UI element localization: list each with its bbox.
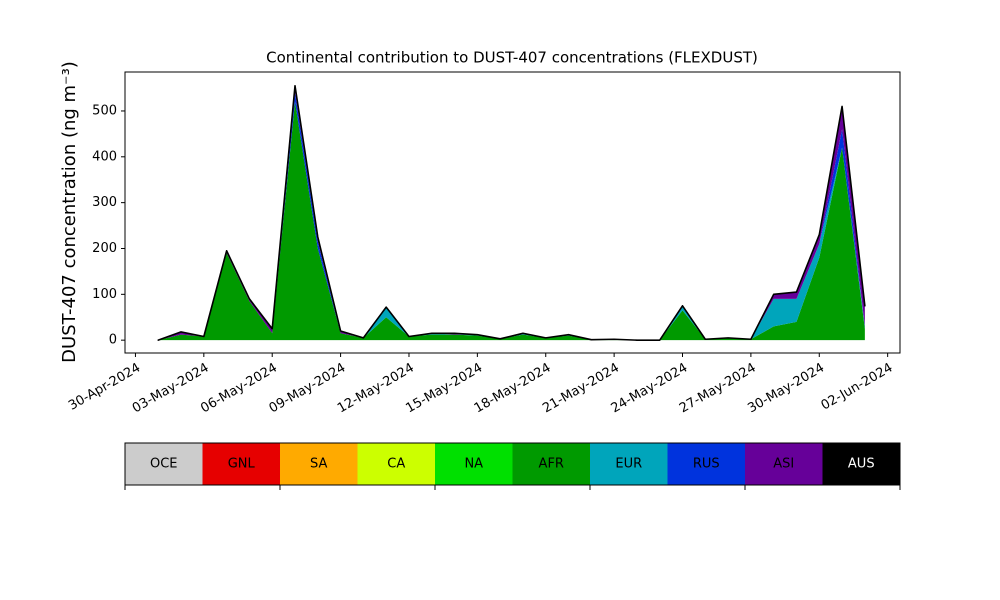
- legend-swatch: [202, 443, 280, 485]
- y-tick-label: 0: [109, 333, 117, 348]
- x-tick-label: 21-May-2024: [540, 361, 622, 417]
- legend-swatch: [512, 443, 590, 485]
- area: [158, 101, 865, 341]
- x-tick-label: 02-Jun-2024: [819, 361, 896, 414]
- legend-swatch: [435, 443, 513, 485]
- legend-label: ASI: [773, 457, 794, 472]
- area: [158, 101, 865, 341]
- y-tick-label: 500: [92, 103, 117, 118]
- legend-label: CA: [387, 457, 405, 472]
- area: [158, 85, 865, 341]
- legend-label: AFR: [539, 457, 564, 472]
- legend-swatch: [822, 443, 900, 485]
- x-tick-label: 09-May-2024: [267, 361, 349, 417]
- x-tick-label: 03-May-2024: [130, 361, 212, 417]
- x-tick-label: 18-May-2024: [472, 361, 554, 417]
- x-tick-label: 12-May-2024: [335, 361, 417, 417]
- legend-label: GNL: [228, 457, 256, 472]
- legend-swatch: [280, 443, 358, 485]
- legend-label: NA: [464, 457, 483, 472]
- legend-swatch: [357, 443, 435, 485]
- legend-label: OCE: [150, 457, 178, 472]
- y-axis-label: DUST-407 concentration (ng m⁻³): [59, 61, 80, 363]
- plot-frame: [124, 71, 901, 354]
- legend-swatch: [125, 443, 203, 485]
- chart-title: Continental contribution to DUST-407 con…: [266, 49, 758, 67]
- y-tick-label: 300: [92, 195, 117, 210]
- legend-label: SA: [310, 457, 327, 472]
- legend-swatch: [667, 443, 745, 485]
- y-tick-label: 200: [92, 241, 117, 256]
- y-tick-label: 400: [92, 149, 117, 164]
- x-tick-label: 30-May-2024: [745, 361, 827, 417]
- x-tick-label: 24-May-2024: [609, 361, 691, 417]
- legend-frame: [124, 442, 901, 486]
- x-tick-label: 06-May-2024: [198, 361, 280, 417]
- x-tick-label: 27-May-2024: [677, 361, 759, 417]
- x-tick-label: 15-May-2024: [403, 361, 485, 417]
- y-tick-label: 100: [92, 287, 117, 302]
- legend-label: AUS: [848, 457, 875, 472]
- area: [158, 92, 865, 341]
- legend-label: RUS: [693, 457, 720, 472]
- legend-label: EUR: [615, 457, 642, 472]
- legend-swatch: [745, 443, 823, 485]
- area: [157, 84, 866, 341]
- legend-swatch: [590, 443, 668, 485]
